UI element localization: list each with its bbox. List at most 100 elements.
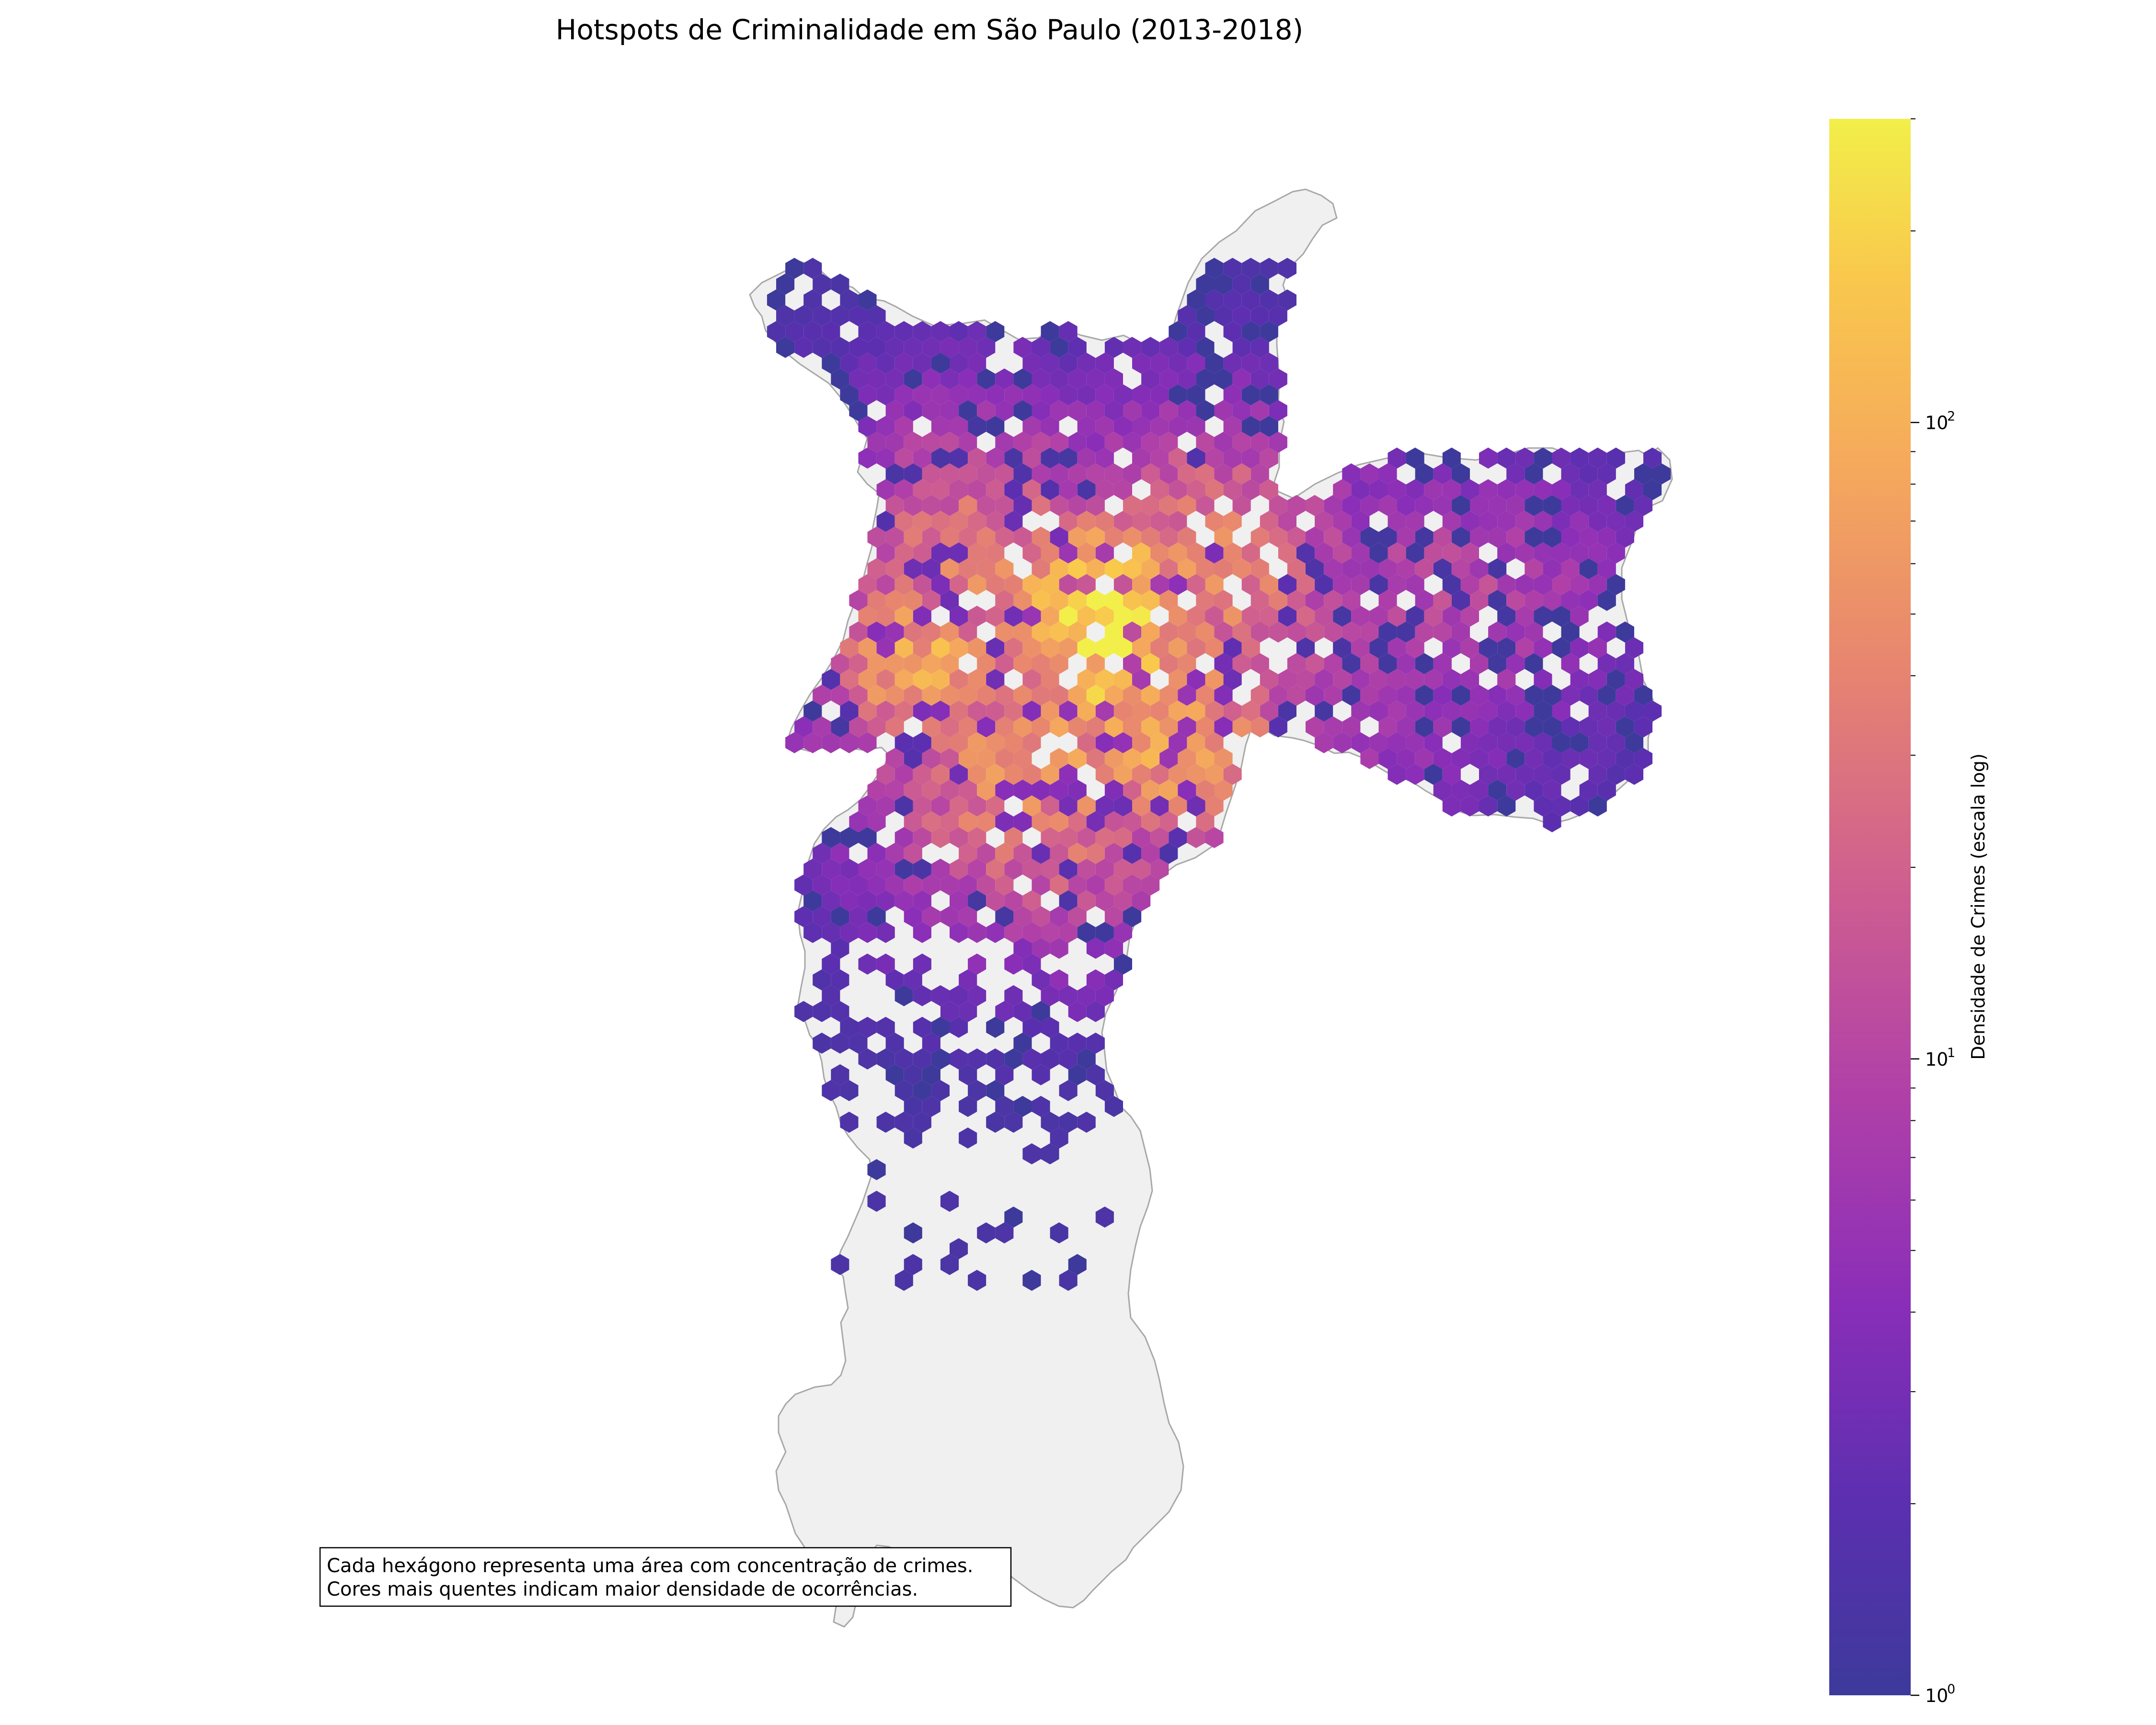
- hexbin-cell: [1479, 795, 1498, 816]
- hexbin-cell: [1205, 353, 1224, 374]
- hexbin-cell: [1214, 621, 1233, 643]
- hexbin-cell: [1032, 653, 1050, 674]
- hexbin-cell: [1123, 906, 1142, 927]
- hexbin-cell: [1032, 495, 1050, 516]
- hexbin-cell: [1223, 511, 1242, 532]
- hexbin-cell: [813, 305, 831, 326]
- hexbin-cell: [1169, 606, 1187, 627]
- hexbin-cell: [1506, 780, 1525, 801]
- hexbin-cell: [1223, 479, 1242, 500]
- hexbin-cell: [1086, 527, 1105, 548]
- hexbin-cell: [1086, 400, 1105, 421]
- hexbin-cell: [1041, 416, 1059, 437]
- hexbin-cell: [1059, 479, 1078, 500]
- hexbin-cell: [858, 827, 877, 848]
- hexbin-cell: [1460, 606, 1479, 627]
- hexbin-cell: [1013, 748, 1032, 769]
- hexbin-cell: [986, 511, 1005, 532]
- hexbin-cell: [995, 527, 1014, 548]
- hexbin-cell: [1032, 906, 1050, 927]
- hexbin-cell: [1570, 795, 1589, 816]
- hexbin-cell: [1113, 890, 1132, 911]
- hexbin-cell: [1095, 827, 1114, 848]
- hexbin-cell: [959, 874, 977, 896]
- hexbin-cell: [876, 448, 895, 469]
- hexbin-cell: [922, 337, 940, 358]
- hexbin-cell: [867, 874, 886, 896]
- hexbin-cell: [913, 859, 931, 880]
- hexbin-cell: [1132, 353, 1151, 374]
- hexbin-cell: [986, 1017, 1005, 1038]
- colorbar-label: Densidade de Crimes (escala log): [1968, 753, 1989, 1060]
- hexbin-cell: [1625, 732, 1643, 753]
- hexbin-cell: [1086, 843, 1105, 864]
- hexbin-cell: [1424, 732, 1443, 753]
- hexbin-cell: [1159, 716, 1178, 737]
- hexbin-cell: [931, 732, 950, 753]
- hexbin-cell: [1032, 337, 1050, 358]
- hexbin-cell: [1442, 574, 1461, 595]
- hexbin-cell: [1077, 922, 1096, 943]
- hexbin-cell: [1041, 384, 1059, 405]
- hexbin-cell: [1597, 495, 1616, 516]
- hexbin-cell: [1250, 716, 1269, 737]
- hexbin-cell: [1086, 368, 1105, 390]
- hexbin-cell: [1579, 558, 1598, 579]
- hexbin-cell: [1086, 558, 1105, 579]
- hexbin-cell: [1068, 874, 1087, 896]
- hexbin-cell: [1214, 685, 1233, 706]
- hexbin-cell: [995, 432, 1014, 453]
- hexbin-cell: [1378, 716, 1397, 737]
- hexbin-cell: [895, 859, 913, 880]
- hexbin-cell: [1241, 637, 1260, 658]
- hexbin-cell: [1260, 511, 1278, 532]
- hexbin-cell: [1634, 463, 1652, 484]
- hexbin-cell: [959, 1096, 977, 1117]
- hexbin-cell: [1470, 716, 1489, 737]
- hexbin-cell: [968, 795, 986, 816]
- hexbin-cell: [1022, 669, 1041, 690]
- hexbin-cell: [1543, 780, 1561, 801]
- hexbin-cell: [1041, 859, 1059, 880]
- hexbin-cell: [1534, 574, 1552, 595]
- hexbin-cell: [1278, 669, 1296, 690]
- hexbin-cell: [1506, 495, 1525, 516]
- hexbin-cell: [1543, 811, 1561, 832]
- hexbin-cell: [1150, 542, 1169, 564]
- hexbin-cell: [1050, 969, 1068, 990]
- hexbin-cell: [922, 1064, 940, 1085]
- hexbin-cell: [1451, 621, 1470, 643]
- hexbin-cell: [1351, 606, 1370, 627]
- hexbin-cell: [1095, 701, 1114, 722]
- hexbin-cell: [1260, 321, 1278, 342]
- hexbin-cell: [1077, 606, 1096, 627]
- hexbin-cell: [977, 685, 996, 706]
- hexbin-cell: [1442, 701, 1461, 722]
- hexbin-cell: [1351, 479, 1370, 500]
- hexbin-cell: [1178, 558, 1196, 579]
- hexbin-cell: [1232, 305, 1251, 326]
- hexbin-cell: [1059, 827, 1078, 848]
- hexbin-cell: [1041, 606, 1059, 627]
- hexbin-cell: [1287, 558, 1306, 579]
- hexbin-cell: [1232, 274, 1251, 295]
- hexbin-cell: [1250, 558, 1269, 579]
- hexbin-cell: [1095, 795, 1114, 816]
- hexbin-cell: [1324, 558, 1342, 579]
- hexbin-cell: [849, 874, 868, 896]
- hexbin-cell: [1415, 653, 1434, 674]
- hexbin-cell: [1004, 637, 1023, 658]
- hexbin-cell: [1004, 384, 1023, 405]
- hexbin-cell: [1050, 716, 1068, 737]
- hexbin-cell: [1250, 337, 1269, 358]
- hexbin-cell: [1250, 685, 1269, 706]
- hexbin-cell: [1196, 368, 1215, 390]
- hexbin-cell: [1050, 621, 1068, 643]
- hexbin-cell: [1050, 938, 1068, 959]
- hexbin-cell: [1278, 511, 1296, 532]
- hexbin-cell: [913, 827, 931, 848]
- hexbin-cell: [1433, 527, 1452, 548]
- hexbin-cell: [1004, 827, 1023, 848]
- hexbin-cell: [1269, 621, 1287, 643]
- hexbin-cell: [1260, 479, 1278, 500]
